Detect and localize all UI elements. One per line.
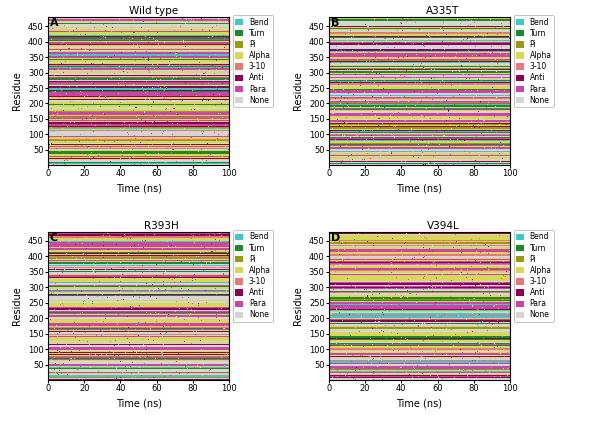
Y-axis label: Residue: Residue bbox=[293, 72, 303, 110]
X-axis label: Time (ns): Time (ns) bbox=[397, 184, 442, 194]
Legend: Bend, Turn, Pi, Alpha, 3-10, Anti, Para, None: Bend, Turn, Pi, Alpha, 3-10, Anti, Para,… bbox=[514, 15, 554, 107]
Legend: Bend, Turn, Pi, Alpha, 3-10, Anti, Para, None: Bend, Turn, Pi, Alpha, 3-10, Anti, Para,… bbox=[233, 15, 273, 107]
Text: C: C bbox=[50, 233, 58, 243]
Text: V394L: V394L bbox=[427, 221, 459, 231]
X-axis label: Time (ns): Time (ns) bbox=[116, 184, 161, 194]
X-axis label: Time (ns): Time (ns) bbox=[397, 398, 442, 408]
X-axis label: Time (ns): Time (ns) bbox=[116, 398, 161, 408]
Text: R393H: R393H bbox=[143, 221, 178, 231]
Y-axis label: Residue: Residue bbox=[13, 72, 22, 110]
Text: D: D bbox=[331, 233, 340, 243]
Text: Wild type: Wild type bbox=[130, 6, 178, 16]
Text: B: B bbox=[331, 19, 339, 28]
Y-axis label: Residue: Residue bbox=[13, 287, 22, 325]
Legend: Bend, Turn, Pi, Alpha, 3-10, Anti, Para, None: Bend, Turn, Pi, Alpha, 3-10, Anti, Para,… bbox=[233, 230, 273, 322]
Legend: Bend, Turn, Pi, Alpha, 3-10, Anti, Para, None: Bend, Turn, Pi, Alpha, 3-10, Anti, Para,… bbox=[514, 230, 554, 322]
Y-axis label: Residue: Residue bbox=[293, 287, 303, 325]
Text: A: A bbox=[50, 19, 58, 28]
Text: A335T: A335T bbox=[426, 6, 459, 16]
